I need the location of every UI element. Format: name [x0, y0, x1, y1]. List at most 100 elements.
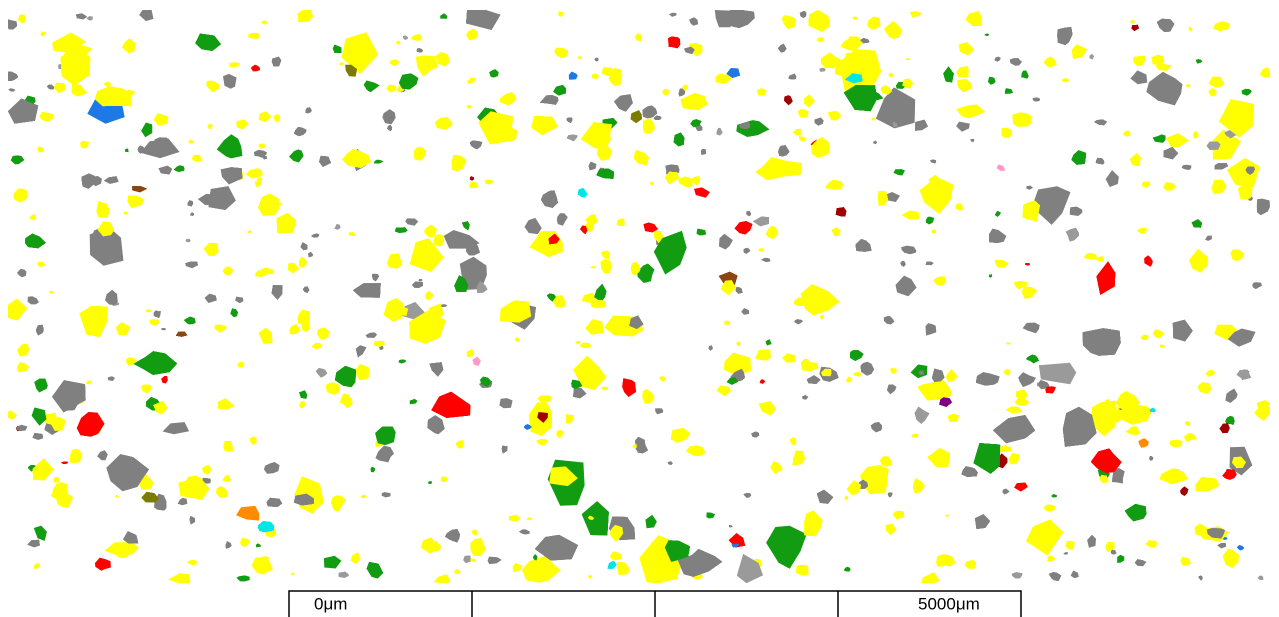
particle	[1194, 523, 1207, 537]
particle	[383, 298, 404, 322]
particle	[1130, 20, 1135, 24]
particle	[901, 210, 919, 220]
particle	[340, 393, 353, 409]
particle	[533, 554, 538, 561]
particle	[331, 495, 346, 511]
particle	[1230, 249, 1245, 262]
particle	[1140, 334, 1149, 340]
particle	[588, 575, 593, 579]
particle	[996, 164, 1006, 171]
particle	[1260, 67, 1270, 78]
particle	[1131, 24, 1139, 31]
particle	[642, 388, 655, 404]
particle	[139, 10, 154, 22]
particle	[758, 248, 765, 252]
particle	[342, 148, 372, 168]
particle	[173, 165, 185, 172]
particle	[214, 324, 227, 333]
particle	[1065, 227, 1079, 242]
particle	[17, 343, 30, 357]
particle	[204, 293, 217, 303]
particle	[797, 109, 809, 118]
particle	[17, 268, 27, 278]
particle	[1163, 147, 1179, 160]
particle	[534, 534, 578, 561]
particle	[1193, 131, 1199, 139]
particle	[386, 84, 397, 93]
particle	[8, 298, 28, 321]
particle	[27, 296, 39, 305]
particle	[537, 395, 552, 404]
particle	[266, 497, 283, 507]
particle	[633, 150, 649, 166]
particle	[8, 71, 19, 81]
particle	[33, 563, 41, 569]
particle	[1134, 559, 1147, 567]
particle	[556, 430, 564, 438]
particle	[668, 12, 677, 17]
particle	[1001, 127, 1012, 138]
particle	[96, 201, 110, 218]
particle	[271, 56, 282, 67]
particle	[1022, 322, 1040, 334]
particle	[753, 216, 769, 227]
particle	[80, 141, 89, 149]
particle	[47, 84, 55, 90]
particle	[629, 315, 644, 330]
particle	[850, 350, 864, 361]
particle	[577, 187, 588, 198]
particle	[566, 134, 578, 142]
particle	[1141, 181, 1151, 188]
particle	[643, 222, 658, 233]
particle	[757, 88, 767, 96]
particle	[310, 233, 320, 238]
particle	[17, 362, 30, 373]
particle	[123, 211, 129, 215]
particle	[840, 36, 860, 52]
particle	[873, 140, 877, 145]
particle	[911, 433, 919, 438]
particle	[37, 261, 46, 268]
particle	[433, 574, 450, 583]
particle	[844, 73, 863, 84]
particle	[348, 232, 355, 236]
particle	[793, 297, 805, 306]
particle	[1014, 397, 1030, 406]
particle	[185, 261, 198, 269]
particle	[814, 117, 824, 126]
particle	[808, 10, 831, 32]
particle	[914, 406, 930, 424]
particle	[1188, 27, 1193, 32]
particle	[40, 31, 46, 37]
particle	[573, 387, 587, 399]
particle	[133, 351, 178, 375]
particle	[410, 33, 422, 41]
particle	[1011, 572, 1023, 579]
particle	[61, 461, 68, 464]
particle	[339, 62, 345, 66]
particle	[273, 113, 281, 123]
particle	[300, 242, 308, 251]
particle	[1062, 406, 1097, 447]
particle	[596, 168, 614, 179]
particle	[261, 556, 269, 562]
particle	[258, 328, 273, 344]
particle	[601, 67, 615, 76]
particle	[581, 501, 609, 536]
particle	[311, 343, 322, 349]
particle	[187, 200, 194, 207]
particle	[945, 369, 958, 382]
particle	[499, 398, 513, 409]
particle	[409, 310, 446, 344]
particle	[332, 44, 342, 53]
particle	[601, 386, 609, 391]
particle	[141, 491, 159, 503]
particle	[1195, 477, 1220, 492]
particle	[609, 524, 624, 542]
particle	[236, 505, 260, 521]
particle	[247, 230, 252, 234]
particle	[387, 124, 393, 132]
particle	[932, 368, 945, 386]
particle	[1152, 329, 1165, 339]
particle	[1014, 482, 1028, 492]
